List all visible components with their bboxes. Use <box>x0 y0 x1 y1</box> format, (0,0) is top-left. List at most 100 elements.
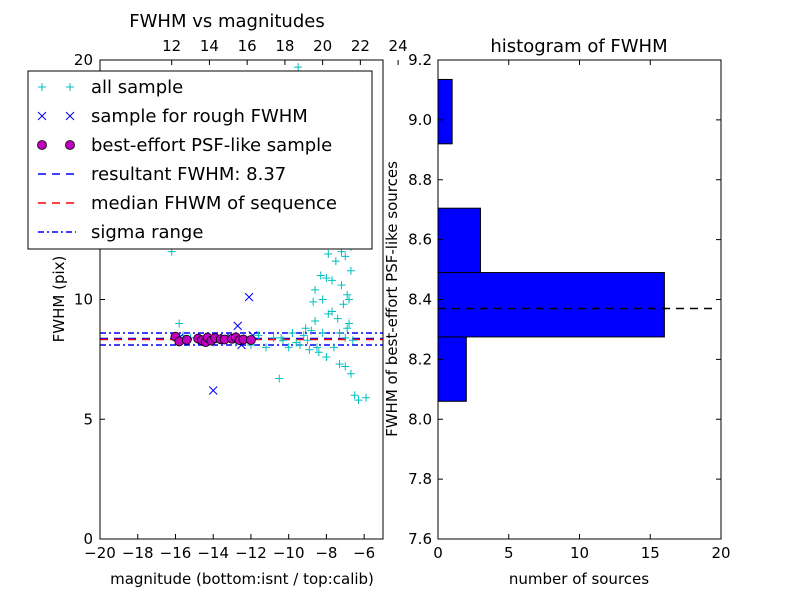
scatter-point <box>362 393 371 402</box>
histogram-title: histogram of FWHM <box>490 36 667 57</box>
scatter-x-tick-label: −12 <box>235 544 267 562</box>
scatter-point <box>322 273 331 282</box>
scatter-point <box>262 343 271 352</box>
scatter-y-tick-label: 5 <box>83 410 93 428</box>
legend-label: resultant FWHM: 8.37 <box>91 164 286 185</box>
histogram-y-tick-label: 7.6 <box>408 530 432 548</box>
scatter-point <box>309 297 318 306</box>
scatter-x-tick-label: −18 <box>122 544 154 562</box>
scatter-point <box>233 321 243 331</box>
scatter-plot-frame <box>99 59 384 540</box>
legend-label: best-effort PSF-like sample <box>91 135 332 156</box>
scatter-point <box>246 335 256 345</box>
histogram-y-tick-label: 8.4 <box>408 291 432 309</box>
scatter-top-tick-label: 24 <box>389 37 408 55</box>
scatter-top-tick-label: 22 <box>351 37 370 55</box>
histogram-ticks: 0 5 10 15 20 7.6 7.8 8.0 8.2 8.4 8.6 8.8 9.0 9.2 <box>408 51 730 562</box>
scatter-point <box>288 329 297 338</box>
scatter-top-tick-label: 14 <box>200 37 219 55</box>
scatter-title: FWHM vs magnitudes <box>129 11 324 32</box>
scatter-x-tick-label: −14 <box>197 544 229 562</box>
scatter-point <box>341 333 350 342</box>
legend-marker <box>65 111 75 121</box>
legend-marker <box>66 83 74 91</box>
scatter-point <box>329 343 338 352</box>
scatter-point <box>335 329 344 338</box>
scatter-point <box>350 391 359 400</box>
scatter-point <box>299 331 308 340</box>
scatter-point <box>307 326 316 335</box>
legend-box <box>27 70 373 250</box>
scatter-point <box>324 249 333 258</box>
scatter-y-tick-label: 20 <box>74 51 93 69</box>
scatter-x-tick-label: −6 <box>353 544 375 562</box>
legend-label: median FHWM of sequence <box>91 193 337 214</box>
scatter-point <box>314 348 323 357</box>
histogram-plot-frame <box>437 59 722 540</box>
scatter-top-tick-label: 18 <box>275 37 294 55</box>
histogram-bar <box>437 336 467 402</box>
scatter-point <box>354 396 363 405</box>
scatter-point <box>343 324 352 333</box>
histogram-x-axis-label: number of sources <box>509 570 649 588</box>
scatter-point <box>348 336 357 345</box>
scatter-point <box>316 271 325 280</box>
scatter-point <box>301 324 310 333</box>
legend-marker <box>37 111 47 121</box>
scatter-point <box>208 386 218 395</box>
scatter-point <box>294 63 303 72</box>
scatter-x-axis-label: magnitude (bottom:isnt / top:calib) <box>110 570 374 588</box>
scatter-point <box>339 300 348 309</box>
scatter-point <box>345 295 354 304</box>
histogram-x-tick-label: 15 <box>641 544 660 562</box>
histogram-x-tick-label: 0 <box>433 544 443 562</box>
scatter-point <box>343 290 352 299</box>
legend-label: all sample <box>91 77 183 98</box>
scatter-point <box>345 319 354 328</box>
histogram-y-tick-label: 8.2 <box>408 350 432 368</box>
scatter-point <box>312 343 321 352</box>
scatter-top-tick-label: 12 <box>162 37 181 55</box>
legend-marker <box>65 140 75 150</box>
scatter-point <box>303 336 312 345</box>
scatter-point <box>346 369 355 378</box>
scatter-point <box>318 329 327 338</box>
scatter-point <box>277 333 286 342</box>
scatter-point <box>254 331 263 340</box>
scatter-ticks: −20 −18 −16 −14 −12 −10 −8 −6 0 5 10 20 12 14 16 18 20 22… <box>74 37 408 562</box>
legend-label: sample for rough FWHM <box>91 106 308 127</box>
legend-label: sigma range <box>91 222 203 243</box>
scatter-top-tick-label: 16 <box>238 37 257 55</box>
scatter-point <box>311 285 320 294</box>
histogram-bar <box>437 78 453 145</box>
scatter-x-tick-label: −20 <box>84 544 116 562</box>
scatter-point <box>346 266 355 275</box>
scatter-point <box>333 314 342 323</box>
scatter-top-tick-label: 20 <box>313 37 332 55</box>
scatter-point <box>181 334 192 345</box>
legend-marker <box>38 83 46 91</box>
scatter-point <box>175 319 184 328</box>
scatter-point <box>295 341 304 350</box>
histogram-bar <box>437 207 481 274</box>
scatter-point <box>341 252 350 261</box>
histogram-panel: histogram of FWHM number of sources FWHM… <box>383 36 731 588</box>
scatter-y-tick-label: 10 <box>74 291 93 309</box>
legend: all sample sample for rough FWHM best-effo… <box>27 70 373 250</box>
scatter-point <box>269 333 278 342</box>
scatter-point <box>331 257 340 266</box>
scatter-point <box>244 292 254 302</box>
scatter-point <box>322 352 331 361</box>
scatter-x-tick-label: −16 <box>160 544 192 562</box>
scatter-point <box>341 362 350 371</box>
histogram-bars <box>437 78 713 402</box>
scatter-point <box>328 276 337 285</box>
histogram-bar <box>437 272 665 338</box>
histogram-y-tick-label: 8.8 <box>408 171 432 189</box>
scatter-point <box>275 374 284 383</box>
scatter-point <box>328 307 337 316</box>
scatter-point <box>318 295 327 304</box>
histogram-x-tick-label: 20 <box>711 544 730 562</box>
histogram-x-tick-label: 10 <box>570 544 589 562</box>
scatter-point <box>337 281 346 290</box>
